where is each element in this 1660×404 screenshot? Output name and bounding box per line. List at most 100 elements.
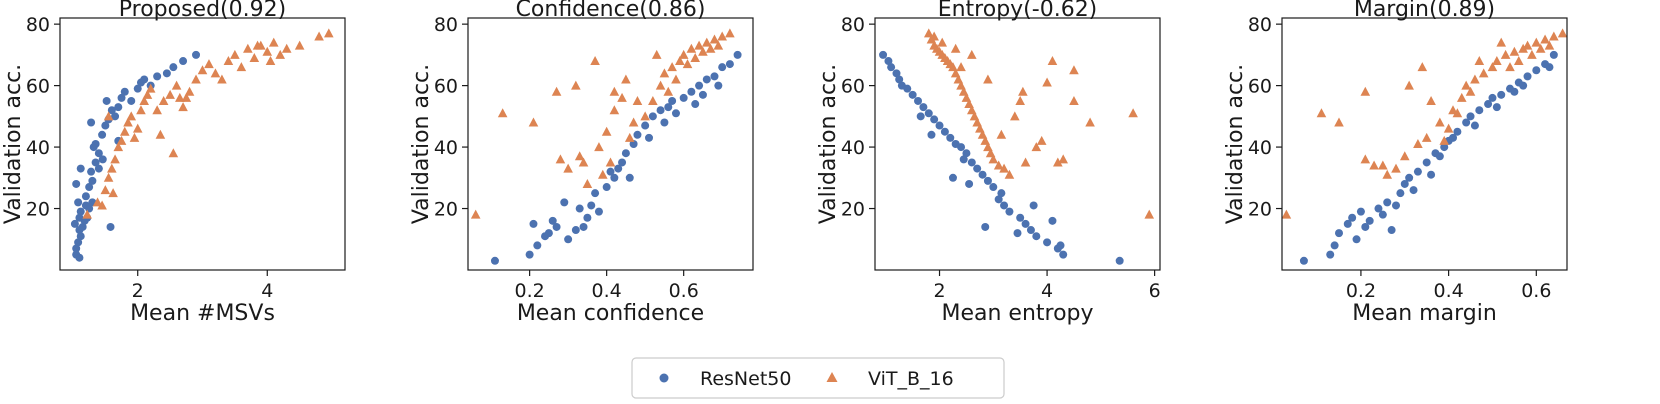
y-tick-label: 60: [434, 76, 458, 98]
data-point-resnet50: [1330, 241, 1339, 250]
data-point-resnet50: [702, 75, 711, 84]
data-point-resnet50: [621, 149, 630, 158]
data-point-resnet50: [1435, 152, 1444, 161]
data-point-resnet50: [1005, 207, 1014, 216]
data-point-resnet50: [1352, 235, 1361, 244]
data-point-resnet50: [153, 72, 162, 81]
data-point-resnet50: [87, 167, 96, 176]
data-point-vit-b-16: [617, 92, 627, 102]
data-point-vit-b-16: [929, 31, 939, 41]
data-point-resnet50: [1497, 90, 1506, 99]
data-point-resnet50: [973, 164, 982, 173]
panel-title: Margin(0.89): [1354, 0, 1495, 22]
data-point-resnet50: [948, 173, 957, 182]
data-point-vit-b-16: [690, 52, 701, 62]
data-point-vit-b-16: [999, 163, 1009, 173]
data-point-vit-b-16: [1417, 62, 1428, 72]
y-tick-label: 80: [1248, 14, 1272, 36]
data-point-resnet50: [664, 103, 673, 112]
data-point-resnet50: [111, 112, 120, 121]
data-point-resnet50: [1365, 216, 1374, 225]
data-point-resnet50: [1056, 241, 1065, 250]
data-point-resnet50: [610, 173, 619, 182]
data-point-resnet50: [641, 121, 650, 130]
data-point-resnet50: [1383, 198, 1392, 207]
data-point-resnet50: [1326, 250, 1335, 259]
data-point-resnet50: [967, 158, 976, 167]
data-point-vit-b-16: [1435, 117, 1445, 127]
data-point-vit-b-16: [1069, 65, 1079, 75]
data-point-vit-b-16: [100, 185, 111, 195]
data-point-vit-b-16: [671, 74, 681, 84]
data-point-vit-b-16: [678, 49, 689, 59]
data-point-vit-b-16: [82, 209, 93, 219]
data-point-vit-b-16: [1015, 95, 1025, 105]
data-point-vit-b-16: [268, 37, 279, 47]
data-point-resnet50: [892, 69, 901, 78]
data-point-vit-b-16: [590, 56, 600, 66]
data-point-resnet50: [1405, 173, 1414, 182]
data-point-vit-b-16: [236, 62, 247, 72]
data-point-vit-b-16: [103, 172, 114, 182]
data-point-vit-b-16: [621, 74, 631, 84]
data-point-vit-b-16: [648, 95, 658, 105]
data-point-resnet50: [935, 121, 944, 130]
data-point-resnet50: [107, 106, 116, 115]
data-point-vit-b-16: [1487, 62, 1498, 72]
data-point-resnet50: [490, 256, 499, 265]
data-point-vit-b-16: [632, 95, 643, 105]
x-tick-label: 0.2: [515, 280, 545, 302]
data-point-vit-b-16: [993, 160, 1004, 170]
data-point-resnet50: [1356, 207, 1365, 216]
x-tick-label: 0.2: [1346, 280, 1376, 302]
y-axis-label: Validation acc.: [816, 64, 841, 224]
data-point-resnet50: [575, 204, 584, 213]
data-point-resnet50: [541, 232, 550, 241]
data-point-resnet50: [1021, 219, 1030, 228]
data-point-vit-b-16: [230, 49, 240, 59]
y-tick-label: 80: [434, 14, 458, 36]
data-point-vit-b-16: [1509, 46, 1520, 56]
data-point-vit-b-16: [659, 68, 670, 78]
data-point-resnet50: [127, 96, 136, 105]
data-point-vit-b-16: [675, 56, 685, 66]
data-point-resnet50: [117, 93, 126, 102]
data-point-resnet50: [1299, 256, 1308, 265]
y-tick-label: 80: [841, 14, 865, 36]
data-point-resnet50: [94, 149, 103, 158]
data-point-resnet50: [879, 50, 888, 59]
data-point-vit-b-16: [1047, 56, 1058, 66]
y-tick-label: 60: [26, 76, 50, 98]
y-tick-label: 60: [1248, 76, 1272, 98]
data-point-resnet50: [1440, 143, 1449, 152]
data-point-vit-b-16: [1518, 43, 1528, 53]
data-point-vit-b-16: [145, 83, 156, 93]
data-point-resnet50: [91, 158, 100, 167]
data-point-resnet50: [1484, 100, 1493, 109]
data-point-resnet50: [1492, 103, 1501, 112]
data-point-resnet50: [72, 179, 81, 188]
data-point-vit-b-16: [314, 31, 324, 41]
data-point-resnet50: [1387, 226, 1396, 235]
data-point-resnet50: [648, 112, 657, 121]
data-point-vit-b-16: [1069, 95, 1079, 105]
x-tick-label: 6: [1149, 280, 1161, 302]
data-point-resnet50: [1400, 179, 1409, 188]
data-point-vit-b-16: [197, 65, 208, 75]
data-point-resnet50: [85, 183, 94, 192]
data-point-resnet50: [552, 222, 561, 231]
data-point-vit-b-16: [956, 62, 966, 72]
data-point-vit-b-16: [497, 108, 508, 118]
data-point-vit-b-16: [686, 43, 697, 53]
data-point-resnet50: [88, 176, 97, 185]
data-point-resnet50: [89, 143, 98, 152]
plot-frame: [467, 17, 754, 271]
data-point-resnet50: [1510, 87, 1519, 96]
data-point-resnet50: [1029, 201, 1038, 210]
data-point-resnet50: [591, 189, 600, 198]
data-point-vit-b-16: [155, 129, 166, 139]
data-point-vit-b-16: [119, 126, 130, 136]
data-point-vit-b-16: [92, 197, 103, 207]
data-point-vit-b-16: [1549, 31, 1559, 41]
